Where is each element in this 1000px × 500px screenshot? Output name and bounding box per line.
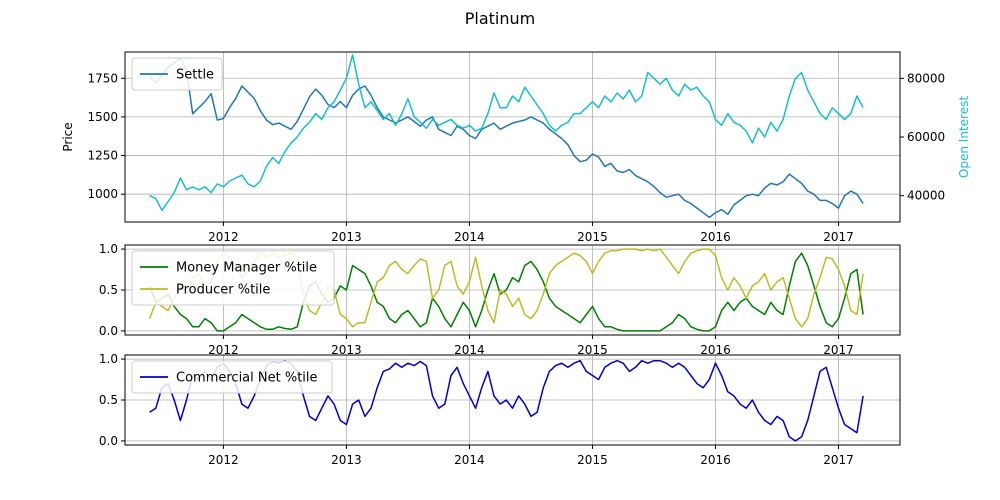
series-line-settle [149, 57, 864, 219]
x-tick-label: 2016 [700, 230, 731, 244]
y-tick-label: 1.0 [99, 352, 118, 366]
y-right-axis-label: Open Interest [957, 96, 971, 178]
legend-box [131, 250, 335, 306]
y-right-tick-label: 40000 [907, 189, 945, 203]
x-tick-label: 2012 [208, 453, 239, 467]
legend-label: Money Manager %tile [176, 261, 317, 276]
x-tick-label: 2015 [577, 230, 608, 244]
y-tick-label: 1.0 [99, 242, 118, 256]
price-panel: 2012 2013 2014 2015 2016 2017 1000 1250 1500 1750… [61, 51, 971, 244]
figure-title: Platinum [465, 9, 535, 28]
x-tick-label: 2014 [454, 453, 485, 467]
x-tick-label: 2013 [331, 453, 362, 467]
x-tick-label: 2016 [700, 453, 731, 467]
y-axis-label: Price [61, 122, 75, 151]
x-tick-label: 2013 [331, 343, 362, 357]
x-tick-label: 2015 [577, 343, 608, 357]
x-tick-label: 2016 [700, 343, 731, 357]
percentile-panel: 2012 2013 2014 2015 2016 2017 0.0 0.5 1.0 Money M… [99, 242, 901, 357]
series-line-open-interest [149, 54, 864, 212]
x-tick-label: 2015 [577, 453, 608, 467]
y-tick-label: 1000 [87, 187, 118, 201]
x-tick-label: 2017 [823, 343, 854, 357]
x-tick-label: 2012 [208, 343, 239, 357]
y-right-tick-label: 60000 [907, 130, 945, 144]
series-line-money-manager-tile [148, 252, 864, 332]
x-tick-label: 2014 [454, 230, 485, 244]
y-right-tick-label: 80000 [907, 71, 945, 85]
x-tick-label: 2014 [454, 343, 485, 357]
legend-label: Settle [176, 68, 214, 83]
x-tick-label: 2013 [331, 230, 362, 244]
x-tick-label: 2017 [823, 230, 854, 244]
y-tick-label: 1250 [87, 149, 118, 163]
legend-label: Producer %tile [176, 283, 270, 298]
x-tick-label: 2012 [208, 230, 239, 244]
legend-box [131, 360, 333, 394]
y-tick-label: 0.0 [99, 434, 118, 448]
y-tick-label: 0.0 [99, 324, 118, 338]
y-tick-label: 0.5 [99, 393, 118, 407]
y-tick-label: 1500 [87, 110, 118, 124]
x-tick-label: 2017 [823, 453, 854, 467]
y-tick-label: 0.5 [99, 283, 118, 297]
legend-box [131, 57, 223, 91]
commercial-panel: 2012 2013 2014 2015 2016 2017 0.0 0.5 1.0 Commerc… [99, 352, 901, 467]
y-tick-label: 1750 [87, 71, 118, 85]
legend-label: Commercial Net %tile [176, 371, 318, 386]
